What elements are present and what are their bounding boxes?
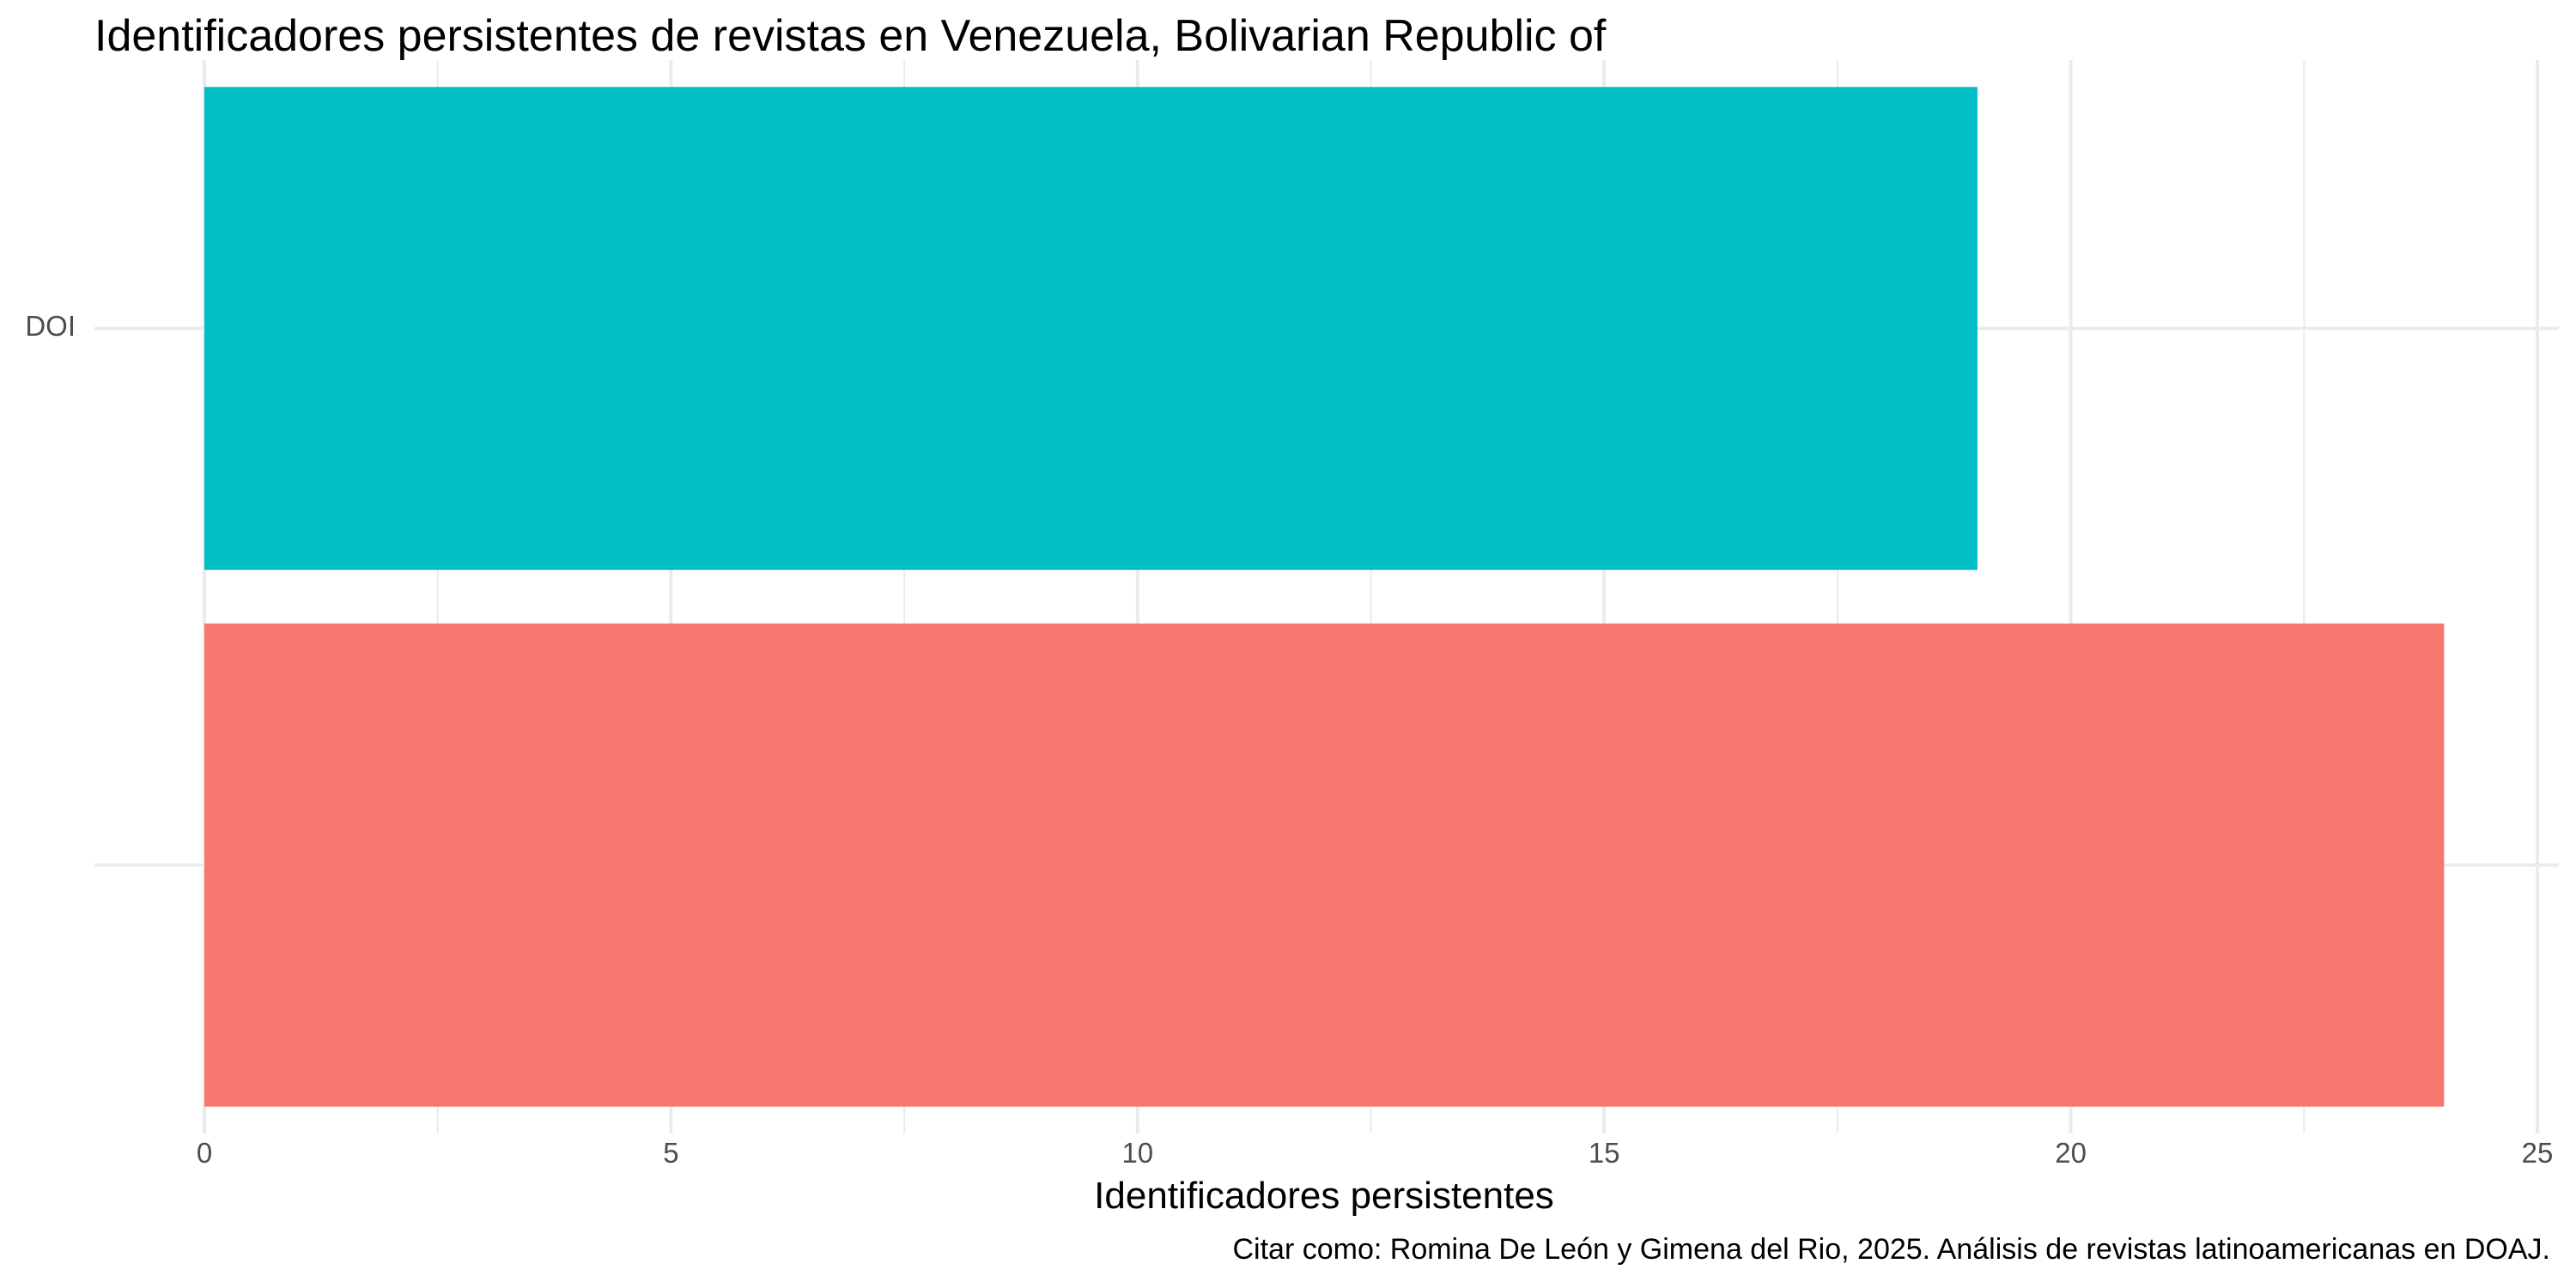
chart-title: Identificadores persistentes de revistas…: [94, 11, 1607, 61]
x-tick-label: 10: [1121, 1137, 1153, 1169]
y-tick-label: DOI: [25, 310, 76, 342]
bar: [204, 623, 2445, 1107]
x-tick-label: 20: [2055, 1137, 2087, 1169]
chart-caption: Citar como: Romina De León y Gimena del …: [1232, 1233, 2551, 1266]
y-tick-labels: DOI: [25, 310, 76, 342]
x-tick-labels: 0 5 10 15 20 25: [197, 1137, 2554, 1169]
x-tick-label: 0: [197, 1137, 212, 1169]
x-tick-label: 15: [1589, 1137, 1620, 1169]
bar: [204, 87, 1978, 570]
x-tick-label: 25: [2522, 1137, 2554, 1169]
bars: [204, 87, 2445, 1107]
x-tick-label: 5: [663, 1137, 678, 1169]
x-axis-label: Identificadores persistentes: [1094, 1175, 1554, 1217]
